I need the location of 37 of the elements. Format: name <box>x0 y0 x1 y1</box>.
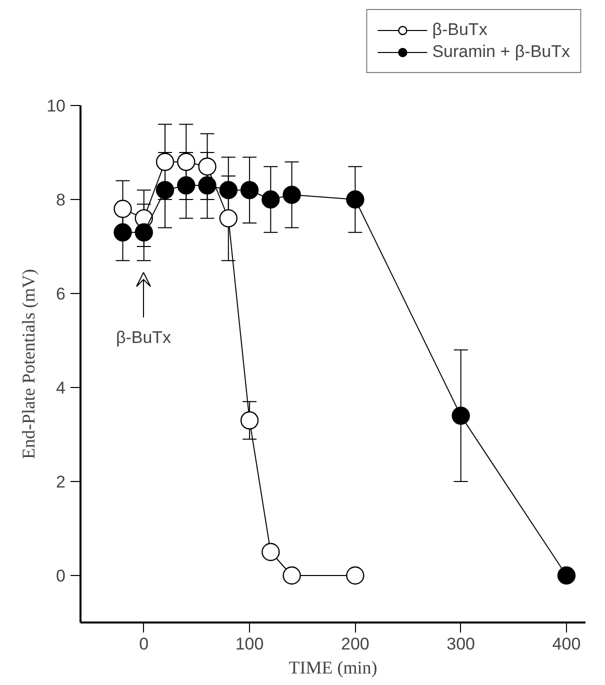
legend-label: Suramin + β-BuTx <box>432 42 570 62</box>
y-tick-label: 6 <box>56 284 66 304</box>
point <box>177 176 196 194</box>
x-tick-label: 200 <box>341 634 370 654</box>
annotation: β-BuTx <box>116 328 172 347</box>
y-tick-label: 0 <box>56 566 66 586</box>
x-tick-label: 100 <box>235 634 264 654</box>
point <box>198 176 216 194</box>
x-tick-label: 0 <box>139 634 149 654</box>
point <box>240 181 259 200</box>
point <box>114 223 132 242</box>
y-tick-label: 2 <box>56 472 66 492</box>
y-axis-title: End-Plate Potentials (mV) <box>18 269 39 459</box>
y-tick-label: 4 <box>56 378 66 398</box>
point <box>177 152 196 171</box>
point <box>156 181 174 200</box>
point <box>219 181 238 200</box>
point <box>452 406 470 425</box>
point <box>134 223 153 242</box>
point <box>262 542 280 562</box>
x-axis-title: TIME (min) <box>288 658 378 678</box>
y-tick-label: 10 <box>46 96 66 116</box>
point <box>114 200 132 218</box>
point <box>282 186 301 204</box>
point <box>219 209 238 228</box>
point <box>240 411 259 430</box>
point <box>156 152 174 171</box>
legend-label: β-BuTx <box>432 20 488 40</box>
x-tick-label: 400 <box>552 634 581 654</box>
point <box>262 190 280 209</box>
point <box>198 158 216 176</box>
point <box>346 190 364 209</box>
point <box>282 566 301 585</box>
x-tick-label: 300 <box>446 634 476 654</box>
point <box>346 566 364 585</box>
y-tick-label: 8 <box>56 190 66 210</box>
point <box>557 566 576 585</box>
